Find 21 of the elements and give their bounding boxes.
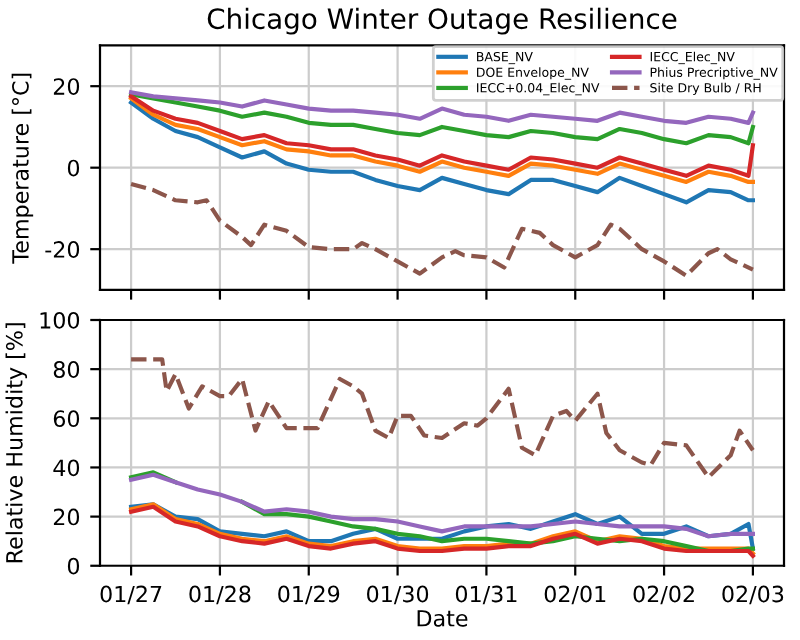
y-tick-label: -20 [45, 241, 80, 258]
y-tick-label: 40 [53, 459, 80, 477]
y-tick-label: 20 [53, 78, 80, 95]
y-axis-title: Temperature [°C] [11, 73, 34, 264]
y-tick-label: 60 [53, 410, 80, 428]
chart-title: Chicago Winter Outage Resilience [207, 7, 677, 35]
x-tick-label: 01/30 [367, 585, 429, 605]
x-axis-title: Date [417, 610, 468, 627]
x-tick-label: 02/01 [544, 585, 606, 605]
y-tick-label: 20 [53, 508, 80, 526]
x-tick-label: 01/31 [455, 585, 517, 605]
y-axis-title: Relative Humidity [%] [5, 323, 28, 563]
x-tick-label: 01/29 [278, 585, 340, 605]
x-tick-label: 01/27 [100, 585, 162, 605]
y-tick-label: 100 [40, 311, 80, 329]
y-tick-label: 0 [67, 557, 80, 575]
x-tick-label: 02/02 [633, 585, 694, 605]
x-tick-label: 02/03 [722, 585, 784, 605]
y-tick-label: 80 [53, 361, 80, 378]
y-tick-label: 0 [67, 159, 80, 177]
x-tick-label: 01/28 [189, 585, 251, 605]
